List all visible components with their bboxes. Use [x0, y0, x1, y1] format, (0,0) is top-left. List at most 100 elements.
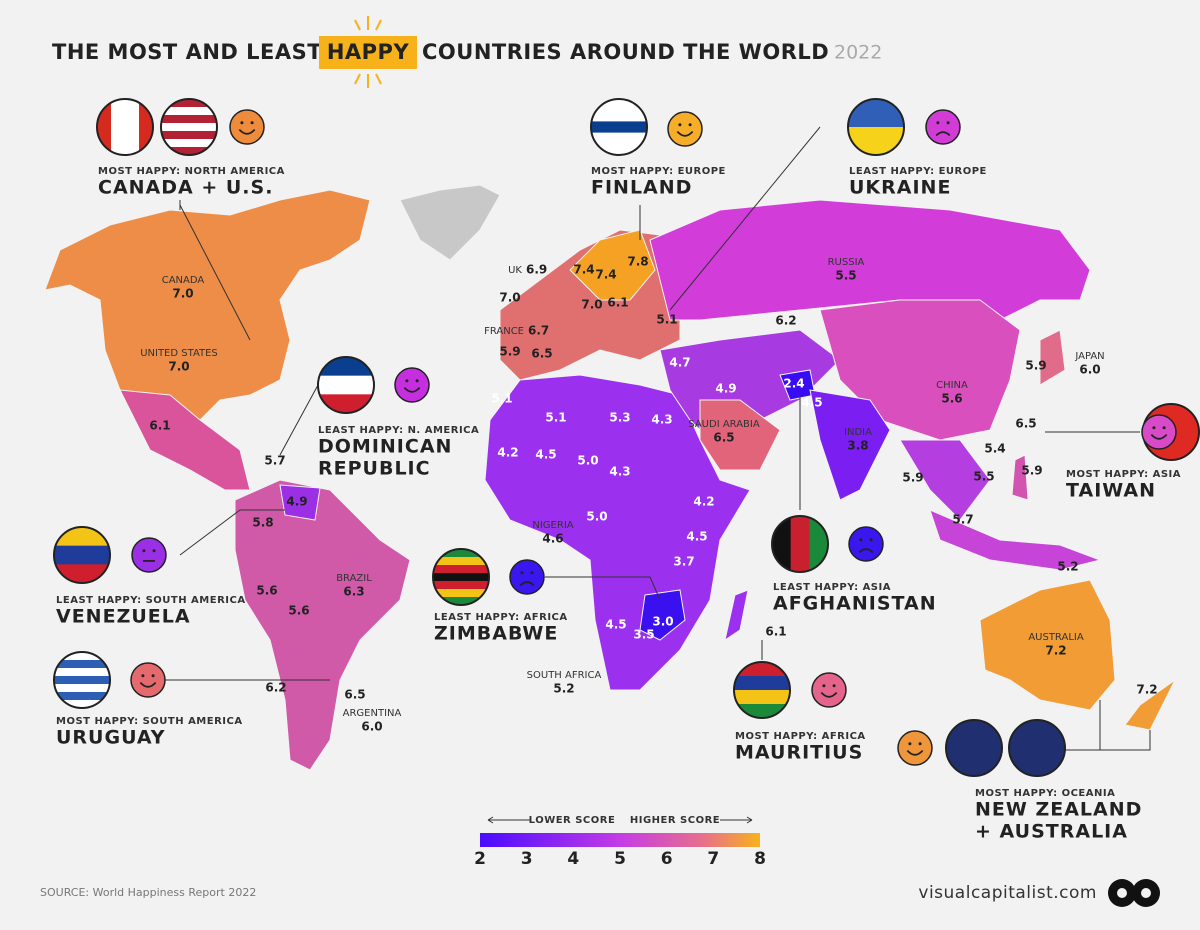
face — [131, 537, 167, 573]
flag-stripe — [591, 143, 647, 155]
mouth — [858, 548, 874, 554]
eye — [520, 571, 524, 575]
country-score: 4.5 — [801, 396, 822, 410]
mouth — [935, 131, 951, 137]
flag-stripe — [734, 690, 790, 705]
eye — [405, 379, 409, 383]
callout-label: LEAST HAPPY: EUROPE — [849, 166, 987, 177]
flag-stripe — [161, 131, 217, 140]
country-score: 6.1 — [607, 296, 628, 310]
flag-stripe — [591, 110, 647, 122]
callout-label: LEAST HAPPY: SOUTH AMERICA — [56, 595, 246, 606]
country-score: 7.0 — [499, 291, 520, 305]
flag-stripe — [433, 557, 489, 566]
eye — [859, 538, 863, 542]
eye — [152, 549, 156, 553]
flag-stripe — [433, 549, 489, 558]
eye — [832, 684, 836, 688]
country-name: ARGENTINA — [343, 708, 402, 719]
country-name: INDIA — [844, 427, 872, 438]
callout-name: UKRAINE — [849, 177, 951, 199]
country-score: 6.2 — [775, 314, 796, 328]
country-score: 4.2 — [497, 446, 518, 460]
country-score: 3.0 — [652, 615, 673, 629]
legend-lower: LOWER SCORE — [529, 815, 616, 826]
country-score: 6.9 — [526, 263, 547, 277]
connector — [179, 509, 285, 556]
flag-stripe — [433, 573, 489, 582]
callout-name: MAURITIUS — [735, 742, 863, 764]
callout-name: REPUBLIC — [318, 458, 431, 480]
callout-name: DOMINICAN — [318, 436, 452, 458]
country-score: 6.0 — [361, 720, 382, 734]
country-name: UK — [508, 265, 522, 276]
flag-border — [590, 98, 648, 156]
country-score: 4.3 — [651, 413, 672, 427]
south-america — [234, 479, 411, 771]
eye — [1152, 426, 1156, 430]
country-name: RUSSIA — [828, 257, 865, 268]
flag-border — [53, 526, 111, 584]
flag-stripe — [161, 123, 217, 132]
callout-label: MOST HAPPY: ASIA — [1066, 469, 1181, 480]
face — [925, 109, 961, 145]
face — [848, 526, 884, 562]
face-icon — [229, 109, 265, 145]
india — [809, 389, 891, 501]
flag-stripe — [433, 581, 489, 590]
country-score: 5.0 — [577, 454, 598, 468]
flag-icon — [54, 652, 110, 708]
face-icon — [925, 109, 961, 145]
country-score: 6.2 — [265, 681, 286, 695]
country-name: UNITED STATES — [140, 348, 218, 359]
connector — [1065, 700, 1151, 751]
australia — [979, 579, 1116, 711]
source: SOURCE: World Happiness Report 2022 — [40, 886, 256, 899]
eye — [918, 742, 922, 746]
brand: visualcapitalist.com — [918, 883, 1097, 903]
face-icon — [130, 662, 166, 698]
country-score: 5.9 — [1025, 359, 1046, 373]
country-score: 5.9 — [1021, 464, 1042, 478]
highlight-box — [319, 36, 417, 69]
legend-tick: 2 — [474, 849, 486, 869]
callout-label: MOST HAPPY: AFRICA — [735, 731, 866, 742]
scandinavia — [569, 229, 656, 301]
country-score: 6.5 — [1015, 417, 1036, 431]
country-score: 4.7 — [669, 356, 690, 370]
face-icon — [1141, 414, 1177, 450]
legend-tick: 4 — [567, 849, 579, 869]
face-icon — [848, 526, 884, 562]
callout-label: MOST HAPPY: OCEANIA — [975, 788, 1115, 799]
mouth — [238, 128, 256, 135]
callout-name: NEW ZEALAND — [975, 799, 1142, 821]
country-name: JAPAN — [1074, 351, 1104, 362]
eye — [530, 571, 534, 575]
mouth — [519, 581, 535, 587]
face-icon — [509, 559, 545, 595]
face — [130, 662, 166, 698]
flag-border — [847, 98, 905, 156]
madagascar — [724, 589, 749, 642]
flag-stripe — [433, 589, 489, 598]
flag-stripe — [54, 668, 110, 677]
face-icon — [667, 111, 703, 147]
country-score: 4.6 — [542, 532, 563, 546]
north-america — [44, 189, 371, 421]
country-score: 5.2 — [553, 682, 574, 696]
sun-rays — [354, 16, 382, 88]
country-score: 4.2 — [693, 495, 714, 509]
flag-stripe — [433, 597, 489, 605]
face — [667, 111, 703, 147]
flag-icon — [161, 99, 217, 155]
country-name: CANADA — [162, 275, 205, 286]
flag-stripe — [54, 684, 110, 693]
country-score: 6.1 — [149, 419, 170, 433]
country-score: 4.9 — [715, 382, 736, 396]
callout-name: FINLAND — [591, 177, 692, 199]
flag-stripe — [591, 99, 647, 111]
flag-stripe — [734, 676, 790, 691]
title-highlight: HAPPY — [327, 40, 410, 64]
country-score: 5.9 — [902, 471, 923, 485]
callout-name: ZIMBABWE — [434, 623, 558, 645]
